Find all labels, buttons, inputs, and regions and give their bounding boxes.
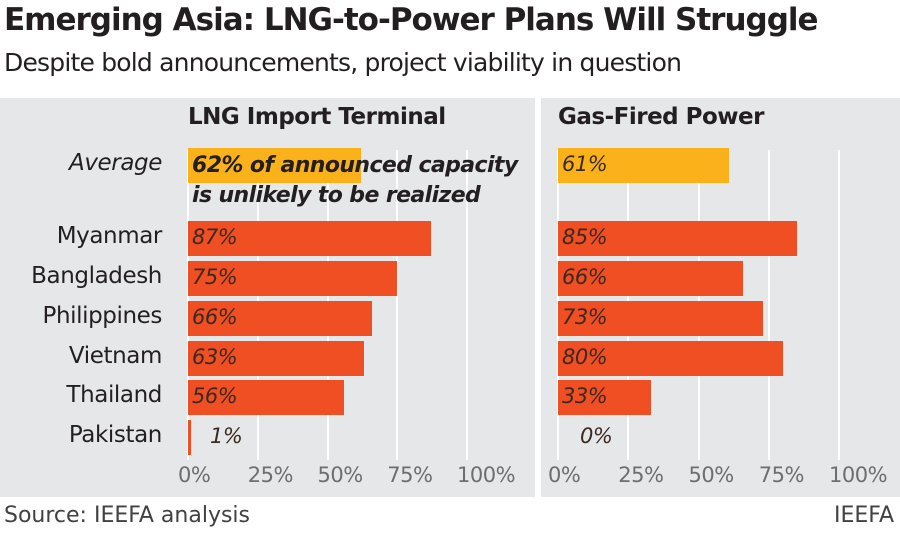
value-label: 73% — [562, 305, 608, 329]
power-panel-heading: Gas-Fired Power — [558, 104, 765, 130]
x-tick-label: 100% — [457, 463, 516, 487]
category-label: Philippines — [42, 303, 162, 329]
annotation: 62% of announced capacity is unlikely to… — [192, 151, 518, 211]
x-tick-label: 75% — [387, 463, 433, 487]
gridline — [767, 150, 770, 460]
category-label: Pakistan — [68, 422, 163, 448]
gridline — [396, 150, 399, 460]
annotation-line-2: is unlikely to be realized — [192, 183, 481, 208]
x-tick-label: 25% — [618, 463, 664, 487]
value-label: 66% — [192, 305, 238, 329]
gridline — [838, 150, 840, 460]
value-label: 80% — [562, 345, 608, 369]
annotation-line-1: 62% of announced capacity — [192, 153, 518, 178]
category-label: Myanmar — [56, 223, 163, 249]
value-label: 63% — [192, 345, 238, 369]
bar-philippines — [188, 301, 373, 336]
bar-average — [188, 148, 361, 183]
brand-label: IEEFA — [834, 503, 894, 528]
bar-myanmar — [188, 221, 431, 256]
value-label: 56% — [192, 384, 238, 408]
x-tick-label: 50% — [317, 463, 364, 487]
x-tick-label: 50% — [688, 463, 735, 487]
category-label: Vietnam — [68, 343, 162, 369]
lng-panel-heading: LNG Import Terminal — [188, 104, 446, 130]
x-tick-label: 0% — [178, 463, 211, 487]
bar-vietnam — [188, 341, 364, 376]
value-label: 1% — [210, 424, 243, 448]
bar-thailand — [188, 380, 345, 415]
value-label: 61% — [562, 152, 608, 176]
chart-subtitle: Despite bold announcements, project viab… — [4, 48, 682, 77]
value-label: 85% — [562, 225, 608, 249]
value-label: 87% — [192, 225, 238, 249]
x-tick-label: 100% — [829, 463, 888, 487]
bar-bangladesh — [558, 261, 744, 296]
value-label: 0% — [580, 424, 613, 448]
bar-myanmar — [558, 221, 797, 256]
bar-thailand — [558, 380, 651, 415]
value-label: 33% — [562, 384, 608, 408]
bar-vietnam — [558, 341, 783, 376]
bar-bangladesh — [188, 261, 398, 296]
bar-average — [558, 148, 730, 183]
x-tick-label: 25% — [247, 463, 294, 487]
source-note: Source: IEEFA analysis — [4, 503, 251, 528]
bar-philippines — [558, 301, 764, 336]
chart-title: Emerging Asia: LNG-to-Power Plans Will S… — [4, 2, 819, 38]
x-tick-label: 0% — [548, 463, 581, 487]
gridline — [466, 150, 468, 460]
category-label: Bangladesh — [31, 263, 162, 289]
value-label: 75% — [192, 265, 238, 289]
bar-pakistan — [188, 420, 191, 455]
category-label: Thailand — [66, 382, 162, 408]
x-tick-label: 75% — [758, 463, 805, 487]
category-label: Average — [69, 150, 162, 176]
value-label: 66% — [562, 265, 608, 289]
